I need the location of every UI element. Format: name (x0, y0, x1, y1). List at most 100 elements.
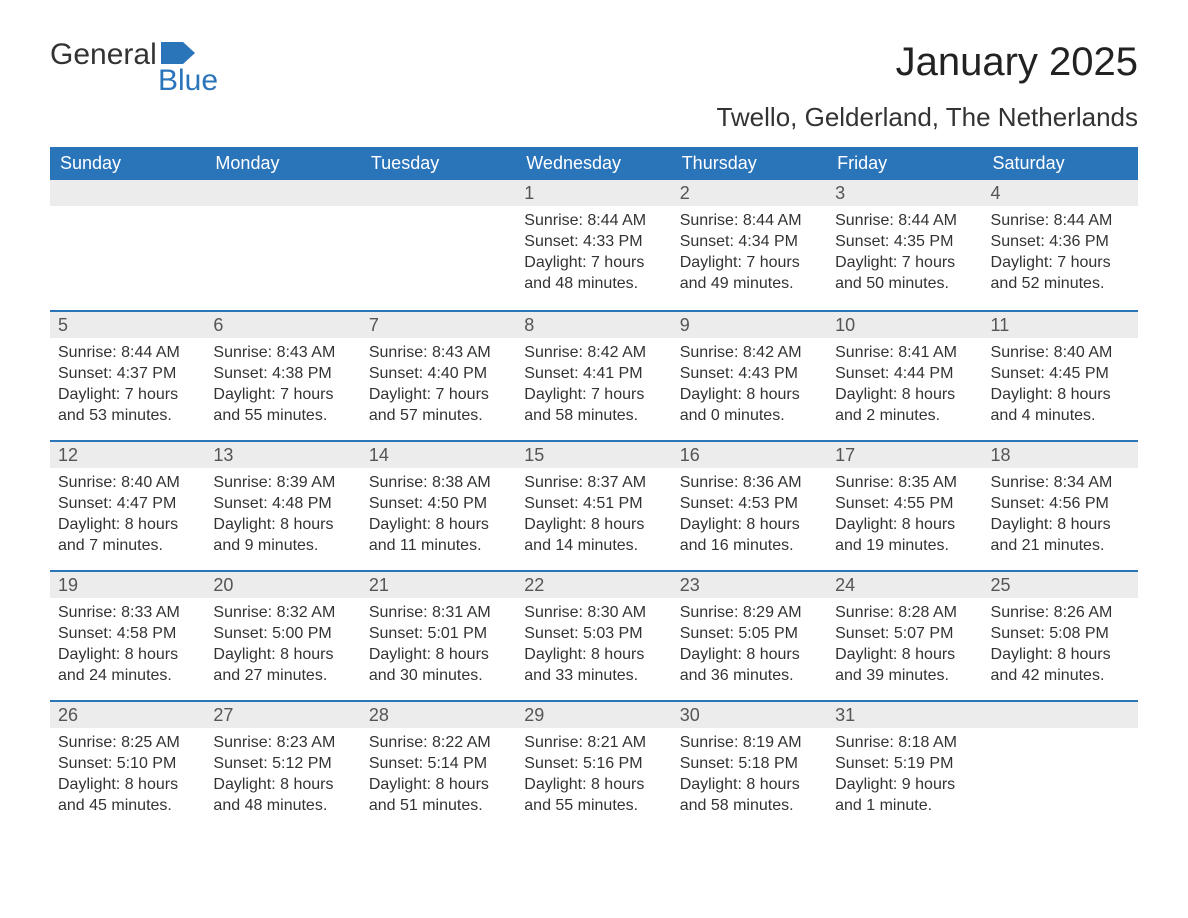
sunrise-text: Sunrise: 8:41 AM (835, 342, 974, 363)
day-number: 25 (983, 572, 1138, 598)
daylight-text: Daylight: 8 hours and 21 minutes. (991, 514, 1130, 556)
sunset-text: Sunset: 4:35 PM (835, 231, 974, 252)
day-cell: 30Sunrise: 8:19 AMSunset: 5:18 PMDayligh… (672, 702, 827, 830)
day-header: Wednesday (516, 147, 671, 180)
day-cell: 11Sunrise: 8:40 AMSunset: 4:45 PMDayligh… (983, 312, 1138, 440)
sunrise-text: Sunrise: 8:35 AM (835, 472, 974, 493)
daylight-text: Daylight: 8 hours and 0 minutes. (680, 384, 819, 426)
day-header: Tuesday (361, 147, 516, 180)
daylight-text: Daylight: 8 hours and 55 minutes. (524, 774, 663, 816)
day-body: Sunrise: 8:19 AMSunset: 5:18 PMDaylight:… (672, 728, 827, 824)
day-cell: 4Sunrise: 8:44 AMSunset: 4:36 PMDaylight… (983, 180, 1138, 310)
day-number: 30 (672, 702, 827, 728)
daylight-text: Daylight: 8 hours and 11 minutes. (369, 514, 508, 556)
day-number: 22 (516, 572, 671, 598)
sunset-text: Sunset: 4:48 PM (213, 493, 352, 514)
sunset-text: Sunset: 4:50 PM (369, 493, 508, 514)
daylight-text: Daylight: 7 hours and 52 minutes. (991, 252, 1130, 294)
sunset-text: Sunset: 4:58 PM (58, 623, 197, 644)
day-body: Sunrise: 8:40 AMSunset: 4:45 PMDaylight:… (983, 338, 1138, 434)
day-number: 10 (827, 312, 982, 338)
day-number: 13 (205, 442, 360, 468)
day-body: Sunrise: 8:32 AMSunset: 5:00 PMDaylight:… (205, 598, 360, 694)
day-cell: 21Sunrise: 8:31 AMSunset: 5:01 PMDayligh… (361, 572, 516, 700)
day-cell: 26Sunrise: 8:25 AMSunset: 5:10 PMDayligh… (50, 702, 205, 830)
week-row: 1Sunrise: 8:44 AMSunset: 4:33 PMDaylight… (50, 180, 1138, 310)
sunset-text: Sunset: 4:38 PM (213, 363, 352, 384)
daylight-text: Daylight: 8 hours and 30 minutes. (369, 644, 508, 686)
day-number: 6 (205, 312, 360, 338)
day-cell: 31Sunrise: 8:18 AMSunset: 5:19 PMDayligh… (827, 702, 982, 830)
sunset-text: Sunset: 4:34 PM (680, 231, 819, 252)
daylight-text: Daylight: 8 hours and 42 minutes. (991, 644, 1130, 686)
day-number: 21 (361, 572, 516, 598)
week-row: 5Sunrise: 8:44 AMSunset: 4:37 PMDaylight… (50, 310, 1138, 440)
day-number: 11 (983, 312, 1138, 338)
daylight-text: Daylight: 8 hours and 33 minutes. (524, 644, 663, 686)
day-body: Sunrise: 8:30 AMSunset: 5:03 PMDaylight:… (516, 598, 671, 694)
week-row: 26Sunrise: 8:25 AMSunset: 5:10 PMDayligh… (50, 700, 1138, 830)
day-number: 5 (50, 312, 205, 338)
day-body: Sunrise: 8:21 AMSunset: 5:16 PMDaylight:… (516, 728, 671, 824)
sunrise-text: Sunrise: 8:34 AM (991, 472, 1130, 493)
day-cell: 9Sunrise: 8:42 AMSunset: 4:43 PMDaylight… (672, 312, 827, 440)
day-cell: 25Sunrise: 8:26 AMSunset: 5:08 PMDayligh… (983, 572, 1138, 700)
sunset-text: Sunset: 4:45 PM (991, 363, 1130, 384)
sunset-text: Sunset: 5:18 PM (680, 753, 819, 774)
day-header: Thursday (672, 147, 827, 180)
day-number: 9 (672, 312, 827, 338)
day-header: Sunday (50, 147, 205, 180)
sunrise-text: Sunrise: 8:23 AM (213, 732, 352, 753)
day-header: Saturday (983, 147, 1138, 180)
day-cell: 19Sunrise: 8:33 AMSunset: 4:58 PMDayligh… (50, 572, 205, 700)
day-number: 31 (827, 702, 982, 728)
day-body: Sunrise: 8:44 AMSunset: 4:33 PMDaylight:… (516, 206, 671, 302)
header-row: General Blue January 2025 (50, 40, 1138, 96)
sunrise-text: Sunrise: 8:37 AM (524, 472, 663, 493)
daylight-text: Daylight: 8 hours and 4 minutes. (991, 384, 1130, 426)
day-body: Sunrise: 8:39 AMSunset: 4:48 PMDaylight:… (205, 468, 360, 564)
day-cell: 16Sunrise: 8:36 AMSunset: 4:53 PMDayligh… (672, 442, 827, 570)
day-number: 26 (50, 702, 205, 728)
sunrise-text: Sunrise: 8:44 AM (524, 210, 663, 231)
daylight-text: Daylight: 8 hours and 24 minutes. (58, 644, 197, 686)
day-number: 19 (50, 572, 205, 598)
day-cell: 10 Sunrise: 8:41 AMSunset: 4:44 PMDayligh… (827, 312, 982, 440)
day-number: 2 (672, 180, 827, 206)
week-row: 19Sunrise: 8:33 AMSunset: 4:58 PMDayligh… (50, 570, 1138, 700)
day-cell: 1Sunrise: 8:44 AMSunset: 4:33 PMDaylight… (516, 180, 671, 310)
daylight-text: Daylight: 8 hours and 27 minutes. (213, 644, 352, 686)
sunrise-text: Sunrise: 8:18 AM (835, 732, 974, 753)
sunrise-text: Sunrise: 8:42 AM (524, 342, 663, 363)
day-cell: 13Sunrise: 8:39 AMSunset: 4:48 PMDayligh… (205, 442, 360, 570)
day-cell: 20Sunrise: 8:32 AMSunset: 5:00 PMDayligh… (205, 572, 360, 700)
day-body: Sunrise: 8:34 AMSunset: 4:56 PMDaylight:… (983, 468, 1138, 564)
day-body: Sunrise: 8:35 AMSunset: 4:55 PMDaylight:… (827, 468, 982, 564)
sunrise-text: Sunrise: 8:26 AM (991, 602, 1130, 623)
day-body: Sunrise: 8:44 AMSunset: 4:35 PMDaylight:… (827, 206, 982, 302)
sunset-text: Sunset: 4:33 PM (524, 231, 663, 252)
day-body: Sunrise: 8:40 AMSunset: 4:47 PMDaylight:… (50, 468, 205, 564)
sunset-text: Sunset: 4:56 PM (991, 493, 1130, 514)
day-body: Sunrise: 8:37 AMSunset: 4:51 PMDaylight:… (516, 468, 671, 564)
sunset-text: Sunset: 5:14 PM (369, 753, 508, 774)
daylight-text: Daylight: 8 hours and 2 minutes. (835, 384, 974, 426)
daylight-text: Daylight: 7 hours and 49 minutes. (680, 252, 819, 294)
day-body: Sunrise: 8:31 AMSunset: 5:01 PMDaylight:… (361, 598, 516, 694)
day-number: 16 (672, 442, 827, 468)
day-cell: 28Sunrise: 8:22 AMSunset: 5:14 PMDayligh… (361, 702, 516, 830)
sunrise-text: Sunrise: 8:31 AM (369, 602, 508, 623)
brand-logo: General Blue (50, 40, 218, 96)
sunrise-text: Sunrise: 8:43 AM (213, 342, 352, 363)
sunset-text: Sunset: 4:44 PM (835, 363, 974, 384)
day-number: 24 (827, 572, 982, 598)
day-header-row: SundayMondayTuesdayWednesdayThursdayFrid… (50, 147, 1138, 180)
empty-day-bar (50, 180, 205, 206)
day-cell: 17Sunrise: 8:35 AMSunset: 4:55 PMDayligh… (827, 442, 982, 570)
daylight-text: Daylight: 7 hours and 57 minutes. (369, 384, 508, 426)
day-cell: 15Sunrise: 8:37 AMSunset: 4:51 PMDayligh… (516, 442, 671, 570)
day-number: 23 (672, 572, 827, 598)
daylight-text: Daylight: 8 hours and 14 minutes. (524, 514, 663, 556)
day-body: Sunrise: 8:44 AMSunset: 4:34 PMDaylight:… (672, 206, 827, 302)
day-number: 27 (205, 702, 360, 728)
